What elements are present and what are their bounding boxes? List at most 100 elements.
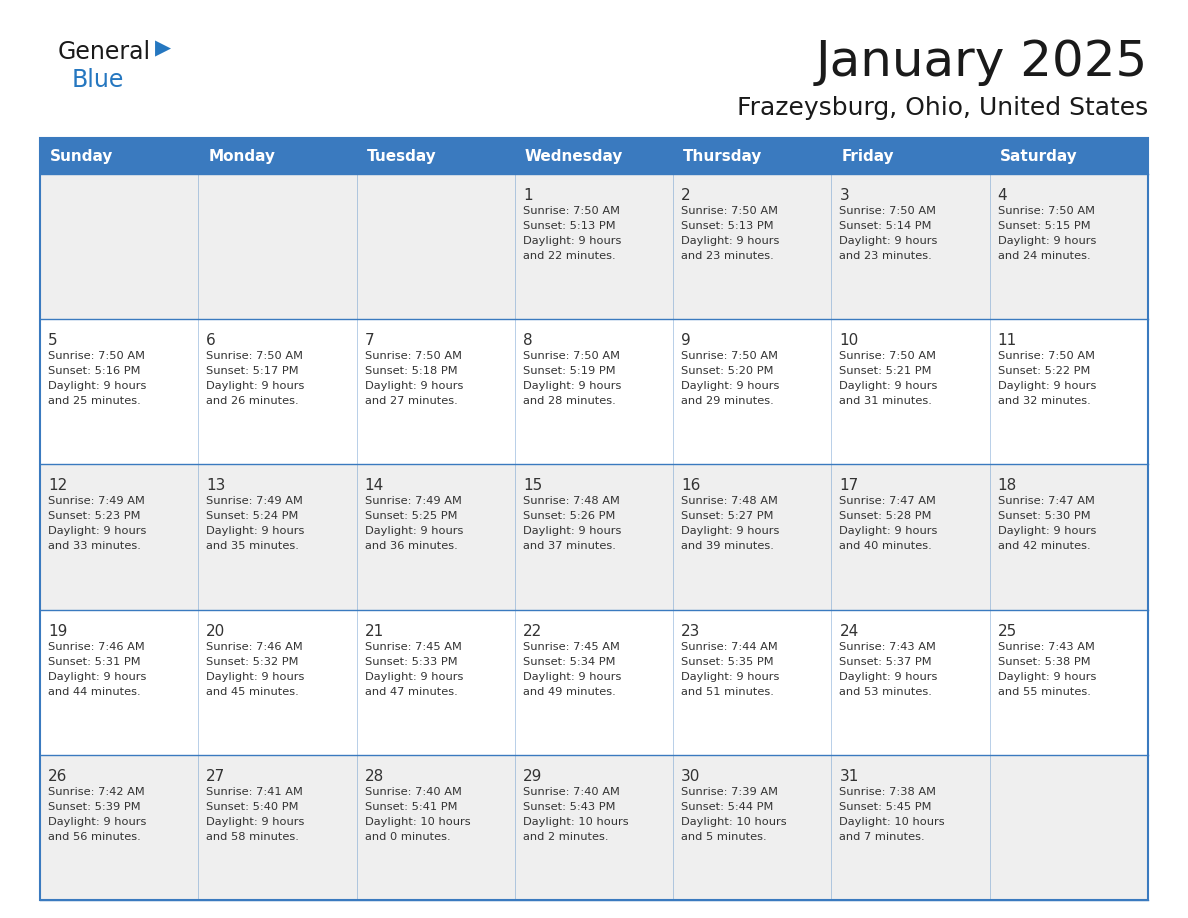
Text: Sunrise: 7:41 AM: Sunrise: 7:41 AM [207,787,303,797]
Text: Sunrise: 7:50 AM: Sunrise: 7:50 AM [365,352,462,361]
Text: Sunrise: 7:43 AM: Sunrise: 7:43 AM [840,642,936,652]
Text: 7: 7 [365,333,374,348]
Text: and 58 minutes.: and 58 minutes. [207,832,299,842]
Text: Sunset: 5:34 PM: Sunset: 5:34 PM [523,656,615,666]
Bar [514,319,674,465]
Text: Sunset: 5:31 PM: Sunset: 5:31 PM [48,656,140,666]
Text: Sunrise: 7:50 AM: Sunrise: 7:50 AM [840,206,936,216]
Text: Sunset: 5:28 PM: Sunset: 5:28 PM [840,511,931,521]
Text: 1: 1 [523,188,532,203]
Text: Sunrise: 7:42 AM: Sunrise: 7:42 AM [48,787,145,797]
Text: Daylight: 9 hours: Daylight: 9 hours [681,672,779,681]
Text: 15: 15 [523,478,542,493]
Text: Blue: Blue [72,68,125,92]
Text: and 45 minutes.: and 45 minutes. [207,687,299,697]
Bar [40,755,198,900]
Text: Sunrise: 7:40 AM: Sunrise: 7:40 AM [523,787,620,797]
Text: 9: 9 [681,333,691,348]
Text: and 0 minutes.: and 0 minutes. [365,832,450,842]
Text: and 51 minutes.: and 51 minutes. [681,687,775,697]
Text: Sunrise: 7:45 AM: Sunrise: 7:45 AM [365,642,461,652]
Text: 2: 2 [681,188,690,203]
Text: 21: 21 [365,623,384,639]
Text: Sunset: 5:35 PM: Sunset: 5:35 PM [681,656,773,666]
Bar [198,465,356,610]
Bar [990,319,1148,465]
Text: and 37 minutes.: and 37 minutes. [523,542,615,552]
Bar [514,755,674,900]
Bar [514,174,674,319]
Text: and 31 minutes.: and 31 minutes. [840,397,933,406]
Text: Sunset: 5:16 PM: Sunset: 5:16 PM [48,366,140,376]
Bar [674,610,832,755]
Text: January 2025: January 2025 [816,38,1148,86]
Text: General: General [58,40,151,64]
Text: Sunset: 5:23 PM: Sunset: 5:23 PM [48,511,140,521]
Text: Sunrise: 7:50 AM: Sunrise: 7:50 AM [523,206,620,216]
Bar [832,174,990,319]
Text: 29: 29 [523,768,542,784]
Bar [990,755,1148,900]
Text: 17: 17 [840,478,859,493]
Text: Daylight: 10 hours: Daylight: 10 hours [840,817,944,827]
Bar [356,755,514,900]
Text: Sunrise: 7:50 AM: Sunrise: 7:50 AM [681,352,778,361]
Text: and 32 minutes.: and 32 minutes. [998,397,1091,406]
Text: Sunrise: 7:46 AM: Sunrise: 7:46 AM [48,642,145,652]
Text: 30: 30 [681,768,701,784]
Bar [198,755,356,900]
Text: Sunset: 5:43 PM: Sunset: 5:43 PM [523,801,615,812]
Text: Daylight: 9 hours: Daylight: 9 hours [840,381,937,391]
Text: 14: 14 [365,478,384,493]
Text: and 47 minutes.: and 47 minutes. [365,687,457,697]
Text: Sunrise: 7:50 AM: Sunrise: 7:50 AM [998,352,1094,361]
Text: Sunset: 5:38 PM: Sunset: 5:38 PM [998,656,1091,666]
Bar [198,319,356,465]
Bar [990,138,1148,174]
Bar [40,610,198,755]
Text: 13: 13 [207,478,226,493]
Bar [832,138,990,174]
Text: Daylight: 9 hours: Daylight: 9 hours [365,672,463,681]
Text: 16: 16 [681,478,701,493]
Text: Daylight: 9 hours: Daylight: 9 hours [681,381,779,391]
Text: Sunrise: 7:46 AM: Sunrise: 7:46 AM [207,642,303,652]
Text: 4: 4 [998,188,1007,203]
Bar [674,174,832,319]
Text: Sunrise: 7:40 AM: Sunrise: 7:40 AM [365,787,461,797]
Text: Daylight: 9 hours: Daylight: 9 hours [207,526,304,536]
Text: Sunset: 5:22 PM: Sunset: 5:22 PM [998,366,1091,376]
Bar [832,319,990,465]
Text: 28: 28 [365,768,384,784]
Text: and 27 minutes.: and 27 minutes. [365,397,457,406]
Text: Sunset: 5:30 PM: Sunset: 5:30 PM [998,511,1091,521]
Text: Friday: Friday [841,149,895,163]
Bar [198,174,356,319]
Text: Saturday: Saturday [1000,149,1078,163]
Text: Daylight: 9 hours: Daylight: 9 hours [681,236,779,246]
Text: Sunday: Sunday [50,149,113,163]
Bar [832,610,990,755]
Text: 22: 22 [523,623,542,639]
Text: Daylight: 9 hours: Daylight: 9 hours [48,381,146,391]
Text: 18: 18 [998,478,1017,493]
Bar [514,465,674,610]
Text: Sunset: 5:26 PM: Sunset: 5:26 PM [523,511,615,521]
Text: and 24 minutes.: and 24 minutes. [998,251,1091,261]
Text: Sunset: 5:37 PM: Sunset: 5:37 PM [840,656,933,666]
Text: Sunrise: 7:49 AM: Sunrise: 7:49 AM [207,497,303,507]
Text: Daylight: 9 hours: Daylight: 9 hours [998,526,1097,536]
Bar [198,610,356,755]
Text: and 7 minutes.: and 7 minutes. [840,832,925,842]
Bar [674,755,832,900]
Bar [832,465,990,610]
Text: Sunrise: 7:50 AM: Sunrise: 7:50 AM [207,352,303,361]
Text: Sunset: 5:15 PM: Sunset: 5:15 PM [998,221,1091,231]
Text: 25: 25 [998,623,1017,639]
Text: Daylight: 9 hours: Daylight: 9 hours [207,381,304,391]
Text: Sunset: 5:32 PM: Sunset: 5:32 PM [207,656,299,666]
Text: 19: 19 [48,623,68,639]
Text: and 33 minutes.: and 33 minutes. [48,542,141,552]
Text: Sunrise: 7:39 AM: Sunrise: 7:39 AM [681,787,778,797]
Text: and 53 minutes.: and 53 minutes. [840,687,933,697]
